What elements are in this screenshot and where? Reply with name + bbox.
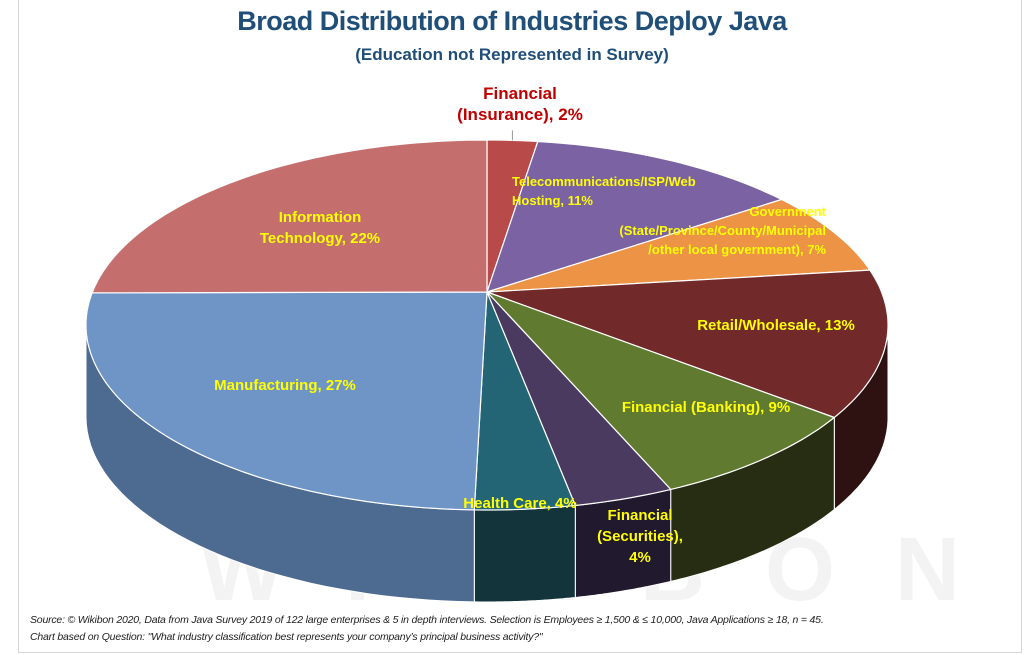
- label-financial-securities: Financial (Securities), 4%: [597, 507, 683, 566]
- chart-subtitle: (Education not Represented in Survey): [355, 45, 669, 64]
- label-health-care: Health Care, 4%: [463, 495, 576, 512]
- label-line: Hosting, 11%: [512, 193, 593, 208]
- label-line: (State/Province/County/Municipal: [619, 223, 826, 238]
- label-line: 4%: [629, 549, 651, 566]
- label-line: Telecommunications/ISP/Web: [512, 174, 696, 189]
- label-line: (Securities),: [597, 528, 683, 545]
- label-telecommunications-isp-web-hosting: Telecommunications/ISP/Web Hosting, 11%: [512, 174, 696, 208]
- pie-slice-retail-wholesale[interactable]: [486, 269, 889, 419]
- label-line: Financial: [607, 507, 672, 524]
- label-line: Retail/Wholesale, 13%: [697, 317, 855, 334]
- pie-slice-telecommunications-isp-web-hosting[interactable]: [486, 140, 783, 293]
- label-line: Financial: [483, 84, 557, 103]
- pie-side-health-care: [473, 504, 576, 603]
- pie-slice-financial-banking[interactable]: [486, 291, 835, 490]
- pie-slice-government-state-province-county-municipal-other-local-government[interactable]: [486, 198, 871, 293]
- label-line: Manufacturing, 27%: [214, 377, 356, 394]
- source-note: Source: © Wikibon 2020, Data from Java S…: [30, 612, 1020, 646]
- label-financial-insurance: Financial (Insurance), 2%: [457, 84, 583, 124]
- source-line-2: Chart based on Question: "What industry …: [30, 631, 543, 643]
- label-manufacturing: Manufacturing, 27%: [214, 377, 356, 394]
- label-line: (Insurance), 2%: [457, 105, 583, 124]
- pie-slice-manufacturing[interactable]: [85, 291, 488, 511]
- pie-sides: [85, 324, 889, 603]
- source-line-1: Source: © Wikibon 2020, Data from Java S…: [30, 614, 824, 626]
- pie-slice-financial-securities[interactable]: [486, 291, 672, 507]
- label-line: Government: [749, 204, 826, 219]
- pie-slices: [85, 139, 889, 511]
- label-line: Technology, 22%: [260, 230, 380, 247]
- label-line: /other local government), 7%: [648, 242, 826, 257]
- label-information-technology: Information Technology, 22%: [260, 209, 380, 247]
- pie-slice-health-care[interactable]: [473, 291, 576, 511]
- label-government-state-province-county-municipal-other-local-government: Government (State/Province/County/Municip…: [619, 204, 826, 257]
- chart-title: Broad Distribution of Industries Deploy …: [237, 6, 787, 36]
- label-financial-banking: Financial (Banking), 9%: [622, 399, 790, 416]
- label-retail-wholesale: Retail/Wholesale, 13%: [697, 317, 855, 334]
- slice-labels: Financial (Insurance), 2% Telecommunicatio…: [214, 84, 855, 566]
- label-line: Financial (Banking), 9%: [622, 399, 790, 416]
- label-line: Information: [279, 209, 362, 226]
- label-line: Health Care, 4%: [463, 495, 576, 512]
- pie-slice-information-technology[interactable]: [91, 139, 488, 294]
